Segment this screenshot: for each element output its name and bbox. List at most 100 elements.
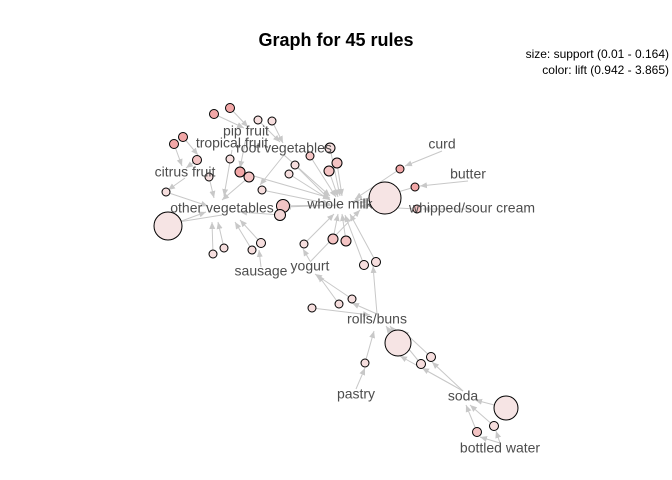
rule-node	[305, 151, 315, 161]
rule-node	[416, 359, 426, 369]
rule-node	[307, 303, 317, 313]
rule-edge	[283, 203, 341, 210]
rule-node	[489, 421, 499, 431]
rule-edge	[469, 404, 495, 427]
rule-edge	[495, 430, 502, 444]
rule-edge	[355, 367, 366, 390]
rule-node	[153, 211, 183, 241]
rule-edge	[336, 162, 344, 197]
rule-node	[284, 169, 294, 179]
rule-edge	[239, 171, 331, 199]
rule-edge	[351, 302, 378, 315]
rule-node	[169, 139, 179, 149]
rule-edge	[349, 213, 377, 263]
rule-edge	[256, 249, 263, 268]
rule-node	[426, 352, 436, 362]
rule-node	[368, 181, 402, 215]
rule-edge	[302, 248, 311, 262]
rule-node	[247, 245, 257, 255]
rule-edge	[259, 154, 285, 186]
rule-node	[225, 103, 235, 113]
graph-title: Graph for 45 rules	[258, 30, 413, 50]
rule-edge	[209, 221, 216, 255]
rule-edge	[404, 150, 443, 167]
rule-node	[412, 204, 422, 214]
rule-edge	[213, 113, 245, 129]
rule-edge	[234, 221, 253, 251]
rule-edge	[221, 176, 250, 201]
rule-node	[340, 235, 352, 247]
rule-edge	[479, 436, 501, 444]
rule-edge	[239, 219, 262, 244]
rule-node	[234, 166, 246, 178]
rule-node	[161, 187, 171, 197]
rule-edge	[311, 307, 371, 318]
rule-edge	[167, 177, 186, 191]
item-label-yogurt: yogurt	[291, 258, 330, 274]
rule-node	[192, 155, 202, 165]
rule-node	[267, 116, 277, 126]
item-label-pip-fruit: pip fruit	[223, 123, 269, 139]
item-label-soda: soda	[448, 388, 479, 404]
rule-node	[257, 185, 267, 195]
legend-color: color: lift (0.942 - 3.865)	[542, 63, 669, 77]
rule-node	[327, 233, 339, 245]
item-label-rolls-buns: rolls/buns	[347, 311, 407, 327]
rule-edge	[344, 214, 365, 266]
rule-node	[347, 294, 357, 304]
rule-node	[253, 115, 263, 125]
rule-node	[290, 160, 300, 170]
rule-edge	[317, 274, 340, 305]
rule-edge	[399, 355, 464, 392]
item-label-citrus-fruit: citrus fruit	[155, 164, 216, 180]
rule-node	[204, 172, 214, 182]
rule-edge	[288, 173, 331, 201]
rule-edge	[329, 147, 342, 197]
rule-node	[219, 243, 229, 253]
rule-node	[360, 358, 370, 368]
item-label-butter: butter	[450, 166, 486, 182]
rule-edge	[283, 154, 331, 197]
rule-node	[359, 260, 369, 270]
rule-edge	[364, 330, 375, 364]
rule-edge	[238, 137, 247, 169]
rule-node	[208, 249, 218, 259]
legend-size: size: support (0.01 - 0.164)	[526, 47, 669, 61]
rule-node	[299, 239, 309, 249]
item-label-whole-milk: whole milk	[306, 196, 373, 212]
item-label-other-vegetables: other vegetables	[170, 200, 274, 216]
rule-node	[395, 164, 405, 174]
rule-node	[225, 154, 235, 164]
rule-edge	[303, 213, 335, 245]
rule-node	[371, 257, 381, 267]
rule-edge	[257, 119, 281, 143]
rule-edge	[370, 265, 378, 315]
rule-node	[493, 395, 519, 421]
item-label-root-vegetables: root vegetables	[236, 140, 332, 156]
rule-node	[324, 142, 336, 154]
item-label-pastry: pastry	[337, 386, 375, 402]
rule-node	[331, 157, 343, 169]
rule-node	[384, 329, 412, 357]
rule-edge	[165, 191, 209, 207]
rule-node	[274, 209, 286, 221]
item-label-whipped-sour-cream: whipped/sour cream	[408, 200, 535, 216]
rule-node	[243, 171, 255, 183]
rule-edge	[431, 361, 464, 392]
item-label-curd: curd	[428, 136, 455, 152]
rule-edge	[419, 180, 469, 189]
rule-node	[334, 299, 344, 309]
rule-edge	[261, 189, 331, 206]
rule-edge	[239, 209, 281, 216]
rule-node	[209, 109, 219, 119]
rule-node	[472, 427, 482, 437]
rule-node	[323, 165, 335, 177]
rule-node	[410, 182, 420, 192]
rule-nodes	[153, 103, 519, 437]
item-label-tropical-fruit: tropical fruit	[196, 135, 268, 151]
item-label-sausage: sausage	[235, 263, 288, 279]
item-label-bottled-water: bottled water	[460, 440, 540, 456]
rule-node	[178, 132, 188, 142]
